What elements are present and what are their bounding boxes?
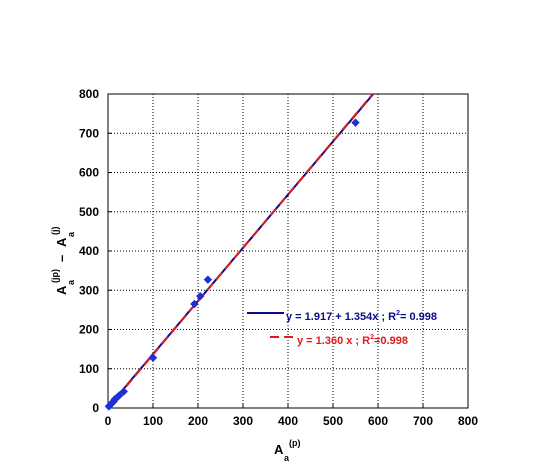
data-point: [190, 299, 199, 309]
x-tick-label: 300: [233, 414, 253, 428]
data-point: [148, 353, 158, 362]
legend-label-linear-sup: 2: [396, 310, 400, 317]
y-tick-label: 400: [79, 244, 99, 258]
legend-label-linear-main: y = 1.917 + 1.354x ; R: [286, 311, 396, 323]
x-tick-label: 700: [413, 414, 433, 428]
x-label-main: A: [274, 442, 284, 457]
x-tick-label: 400: [278, 414, 298, 428]
data-point: [115, 391, 124, 400]
y-tick-label: 500: [79, 205, 99, 219]
grid: [108, 94, 468, 408]
fit-line-proportional: [107, 93, 374, 409]
y-label-sup-1: (jp): [50, 269, 60, 283]
data-point: [351, 118, 360, 127]
x-label-sub: a: [284, 453, 290, 463]
x-tick-label: 100: [143, 414, 163, 428]
y-label-main-2: A: [54, 237, 69, 247]
y-tick-label: 600: [79, 166, 99, 180]
legend-label-linear-end: = 0.998: [400, 311, 437, 323]
y-tick-label: 300: [79, 283, 99, 297]
y-label-sub-2: a: [66, 231, 76, 237]
ticks: 0 100 200 300 400 500 600 700 800 0 100 200 300 400 50…: [79, 87, 478, 428]
x-tick-label: 0: [105, 414, 112, 428]
x-tick-label: 200: [188, 414, 208, 428]
legend-label-proportional-end: =0.998: [374, 335, 408, 347]
y-label-main-1: A: [54, 285, 69, 295]
legend-label-proportional-sup: 2: [370, 334, 374, 341]
legend-label-proportional-main: y = 1.360 x ; R: [297, 335, 370, 347]
data-point: [203, 275, 213, 284]
y-label-sub-1: a: [66, 279, 76, 285]
x-tick-label: 500: [323, 414, 343, 428]
x-tick-label: 600: [368, 414, 388, 428]
y-label-sup-2: (j): [50, 227, 60, 236]
x-label-sup: (p): [289, 438, 301, 448]
data-point: [196, 291, 205, 301]
data-point: [119, 387, 128, 396]
y-axis-label: A a (jp) – A a (j): [50, 227, 76, 296]
legend: y = 1.917 + 1.354x ; R2= 0.998 y = 1.360…: [247, 310, 437, 347]
y-tick-label: 200: [79, 323, 99, 337]
legend-label-proportional: y = 1.360 x ; R2=0.998: [297, 334, 408, 347]
y-tick-label: 100: [79, 362, 99, 376]
y-label-minus: –: [54, 255, 69, 262]
data-points: [104, 118, 360, 411]
y-tick-label: 800: [79, 87, 99, 101]
y-tick-label: 700: [79, 126, 99, 140]
legend-label-linear: y = 1.917 + 1.354x ; R2= 0.998: [286, 310, 437, 323]
x-tick-label: 800: [458, 414, 478, 428]
y-tick-label: 0: [92, 401, 99, 415]
x-axis-label: A a (p): [274, 438, 301, 463]
